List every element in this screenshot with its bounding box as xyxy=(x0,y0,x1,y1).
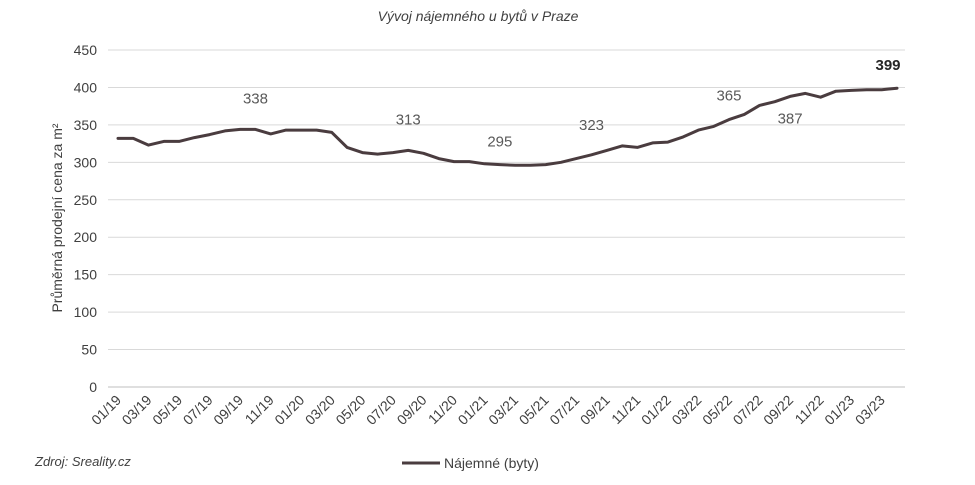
legend: Nájemné (byty) xyxy=(402,455,539,471)
x-tick-label: 05/22 xyxy=(699,392,735,428)
y-tick-label: 450 xyxy=(74,42,98,58)
x-tick-label: 03/21 xyxy=(485,392,521,428)
x-tick-label: 07/20 xyxy=(363,392,399,428)
y-tick-label: 250 xyxy=(74,192,98,208)
data-label: 338 xyxy=(243,90,268,107)
x-tick-label: 05/21 xyxy=(516,392,552,428)
x-tick-label: 11/21 xyxy=(608,392,644,428)
x-tick-label: 05/20 xyxy=(332,392,368,428)
x-tick-label: 11/22 xyxy=(791,392,827,428)
y-tick-label: 150 xyxy=(74,267,98,283)
data-label: 313 xyxy=(396,111,421,128)
x-tick-label: 07/21 xyxy=(546,392,582,428)
x-tick-label: 01/21 xyxy=(455,392,491,428)
x-tick-label: 09/21 xyxy=(577,392,613,428)
x-tick-label: 03/19 xyxy=(119,392,155,428)
y-tick-label: 300 xyxy=(74,154,98,170)
data-label: 387 xyxy=(778,110,803,127)
y-tick-label: 50 xyxy=(81,342,97,358)
x-tick-label: 09/19 xyxy=(210,392,246,428)
data-labels: 338 313 295 323 365 387 399 xyxy=(243,57,901,150)
y-tick-label: 350 xyxy=(74,117,98,133)
legend-label: Nájemné (byty) xyxy=(444,455,539,471)
y-axis-ticks: 0 50 100 150 200 250 300 350 400 450 xyxy=(74,42,98,395)
data-label: 365 xyxy=(716,88,741,105)
series-line xyxy=(116,86,899,167)
y-tick-label: 400 xyxy=(74,79,98,95)
data-label: 323 xyxy=(579,117,604,134)
x-tick-label: 09/20 xyxy=(394,392,430,428)
y-tick-label: 100 xyxy=(74,304,98,320)
y-tick-label: 200 xyxy=(74,229,98,245)
x-tick-label: 05/19 xyxy=(149,392,185,428)
x-tick-label: 07/22 xyxy=(730,392,766,428)
x-tick-label: 09/22 xyxy=(760,392,796,428)
x-tick-label: 01/19 xyxy=(88,392,124,428)
x-tick-label: 01/22 xyxy=(638,392,674,428)
x-axis-ticks: 01/1903/1905/1907/1909/1911/1901/2003/20… xyxy=(88,392,888,428)
x-tick-label: 03/23 xyxy=(852,392,888,428)
y-tick-label: 0 xyxy=(89,379,97,395)
x-tick-label: 11/20 xyxy=(425,392,461,428)
x-tick-label: 01/20 xyxy=(271,392,307,428)
data-label: 295 xyxy=(487,134,512,151)
gridlines xyxy=(108,49,905,388)
data-label: 399 xyxy=(875,57,900,74)
x-tick-label: 03/22 xyxy=(668,392,704,428)
x-tick-label: 07/19 xyxy=(180,392,216,428)
x-tick-label: 03/20 xyxy=(302,392,338,428)
x-tick-label: 11/19 xyxy=(242,392,278,428)
series-group xyxy=(116,86,899,167)
chart-title: Vývoj nájemného u bytů v Praze xyxy=(378,8,579,24)
y-axis-label: Průměrná prodejní cena za m² xyxy=(49,123,65,312)
source-note: Zdroj: Sreality.cz xyxy=(34,454,131,469)
x-tick-label: 01/23 xyxy=(821,392,857,428)
